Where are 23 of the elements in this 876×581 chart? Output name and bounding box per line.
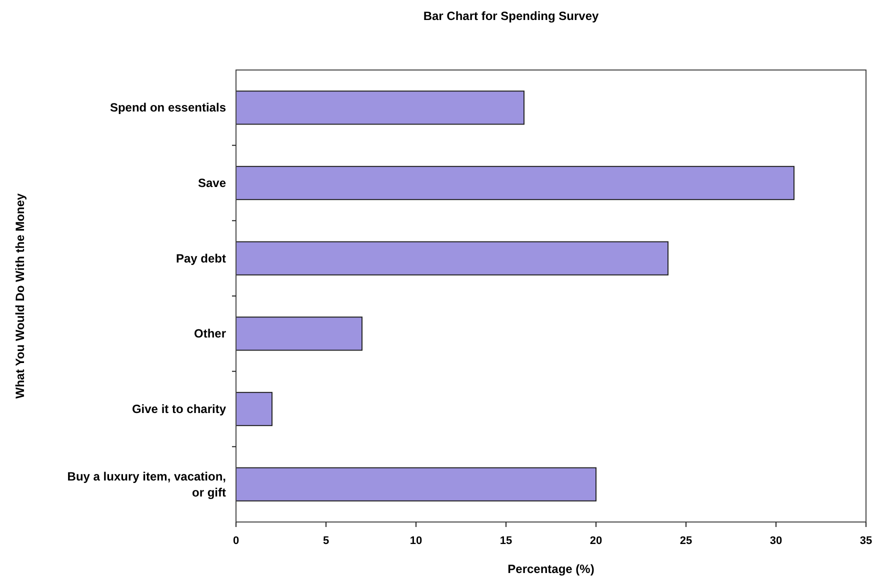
bar (236, 467, 596, 502)
x-tick-label: 20 (590, 535, 602, 547)
x-tick-label: 30 (770, 535, 782, 547)
y-axis-title: What You Would Do With the Money (13, 193, 27, 399)
y-tick-label: Save (198, 176, 226, 190)
x-axis-title: Percentage (%) (508, 562, 594, 576)
bar (236, 241, 668, 276)
y-tick-label: Give it to charity (132, 402, 226, 416)
x-tick-label: 0 (232, 535, 240, 547)
x-tick-label: 35 (860, 535, 872, 547)
bar (236, 316, 362, 351)
x-tick-label: 15 (500, 535, 512, 547)
bar (236, 90, 524, 125)
bar (236, 392, 272, 426)
x-tick-label: 25 (680, 535, 692, 547)
y-tick-label: Other (194, 326, 226, 341)
y-tick-label: Spend on essentials (110, 100, 226, 115)
y-tick-label: Pay debt (176, 251, 226, 266)
y-tick-label: Buy a luxury item, vacation, or gift (67, 469, 226, 500)
bar (236, 166, 794, 200)
x-tick-label: 5 (322, 535, 330, 547)
chart-title: Bar Chart for Spending Survey (423, 9, 600, 23)
x-tick-label: 10 (410, 535, 422, 547)
